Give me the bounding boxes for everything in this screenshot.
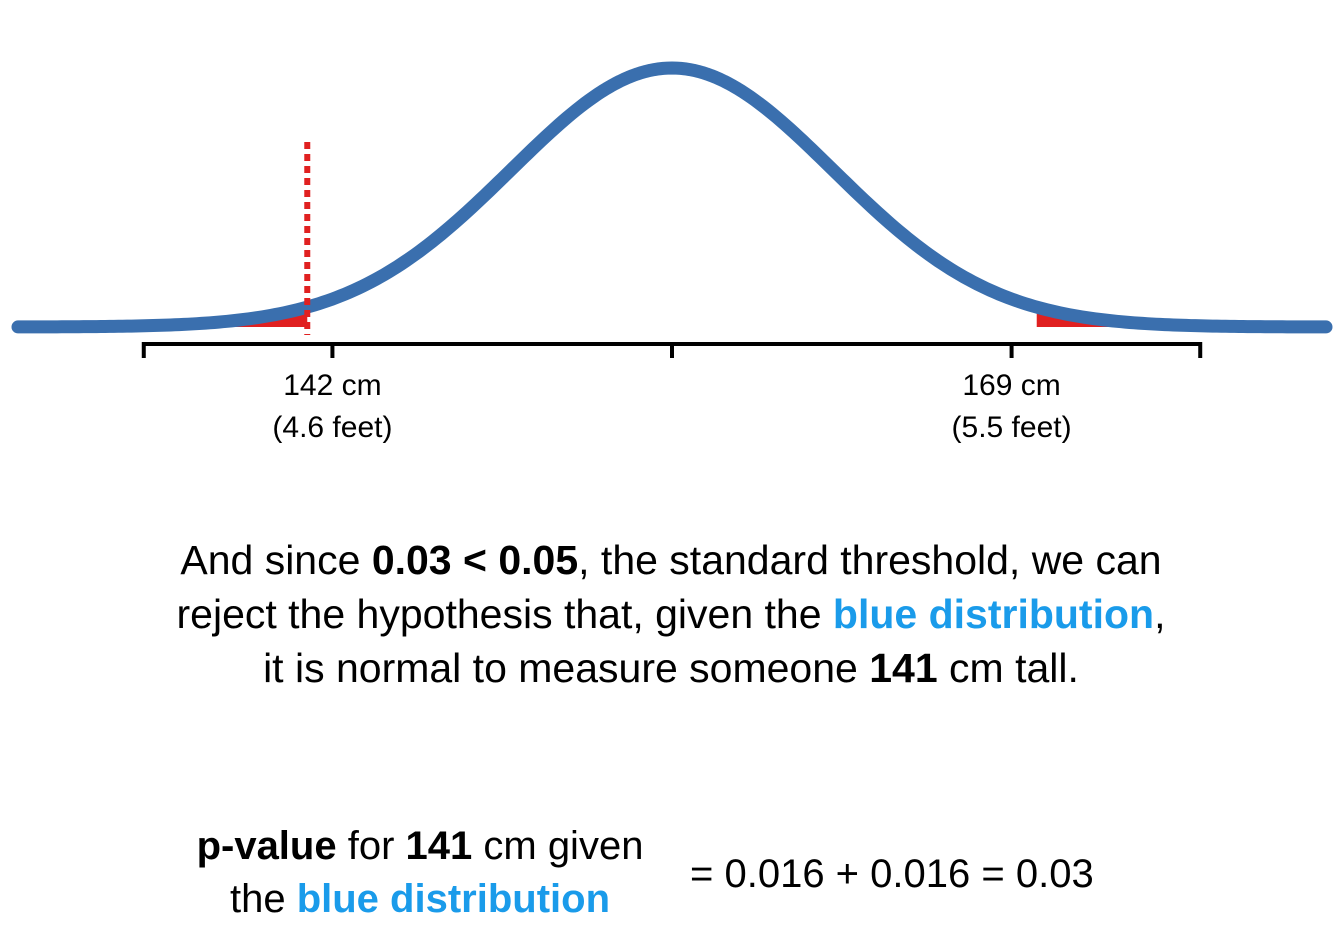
p-value-term: p-value	[196, 824, 337, 868]
distribution-curve	[11, 61, 1333, 334]
tick-label-1-cm: 142 cm	[283, 369, 381, 402]
x-axis	[141, 342, 1203, 358]
p-value-formula: p-value for 141 cm given the blue distrib…	[150, 820, 1210, 930]
distribution-curve-layer	[11, 61, 1333, 334]
formula-text-for: for	[336, 824, 406, 868]
para-text-3: , it is normal to measure someone	[263, 591, 1166, 691]
tick-label-1-feet: (4.6 feet)	[272, 411, 392, 444]
formula-height-value: 141	[405, 824, 473, 868]
tick-label-2-feet: (5.5 feet)	[952, 411, 1072, 444]
explanation-paragraph: And since 0.03 < 0.05, the standard thre…	[171, 533, 1171, 695]
formula-text-cm-given: cm given	[472, 824, 644, 868]
height-value: 141	[869, 645, 938, 691]
shaded-tails	[194, 307, 1125, 327]
formula-blue-distribution: blue distribution	[296, 877, 611, 921]
para-text-2: , the standard threshold, we can reject …	[176, 537, 1162, 637]
para-text-1: And since	[180, 537, 372, 583]
para-text-4: cm tall.	[937, 645, 1079, 691]
tick-labels: 142 cm (4.6 feet) 169 cm (5.5 feet)	[272, 369, 1071, 444]
formula-right-side: = 0.016 + 0.016 = 0.03	[690, 852, 1094, 896]
blue-distribution-label: blue distribution	[832, 591, 1155, 637]
formula-text-the: the	[229, 877, 297, 921]
normal-distribution-chart: 142 cm (4.6 feet) 169 cm (5.5 feet)	[11, 61, 1333, 444]
comparison-value: 0.03 < 0.05	[371, 537, 579, 583]
tick-label-2-cm: 169 cm	[962, 369, 1060, 402]
formula-left-side: p-value for 141 cm given the blue distrib…	[150, 820, 690, 926]
